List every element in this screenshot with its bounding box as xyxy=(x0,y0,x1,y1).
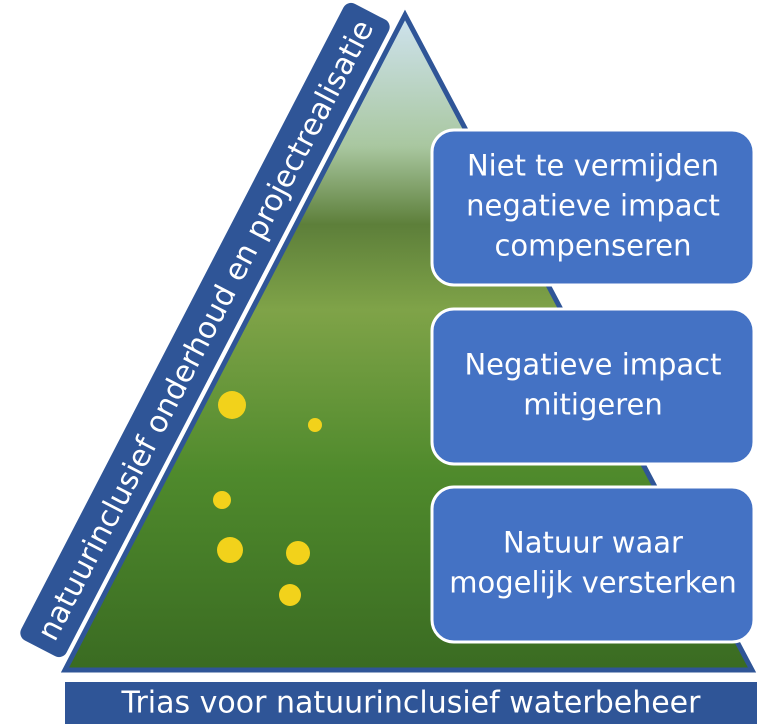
footer-text: Trias voor natuurinclusief waterbeheer xyxy=(121,686,702,721)
box-text: negatieve impact xyxy=(466,189,720,223)
box-text: Niet te vermijden xyxy=(467,149,719,183)
diagram: natuurinclusief onderhoud en projectreal… xyxy=(0,0,757,724)
impact-box xyxy=(432,309,754,464)
box-text: compenseren xyxy=(494,229,691,263)
impact-box xyxy=(432,487,754,642)
box-text: mogelijk versterken xyxy=(449,566,737,600)
box-text: Negatieve impact xyxy=(464,348,721,382)
box-text: Natuur waar xyxy=(503,526,683,560)
box-text: mitigeren xyxy=(523,388,663,422)
